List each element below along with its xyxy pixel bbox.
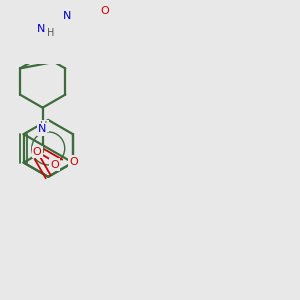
Text: O: O bbox=[33, 147, 42, 157]
Text: O: O bbox=[100, 6, 109, 16]
Text: N: N bbox=[63, 11, 71, 21]
Text: H: H bbox=[47, 28, 54, 38]
Text: N: N bbox=[37, 24, 45, 34]
Text: N: N bbox=[38, 124, 46, 134]
Text: O: O bbox=[69, 157, 78, 166]
Text: O: O bbox=[50, 160, 59, 170]
Text: H: H bbox=[40, 121, 47, 131]
